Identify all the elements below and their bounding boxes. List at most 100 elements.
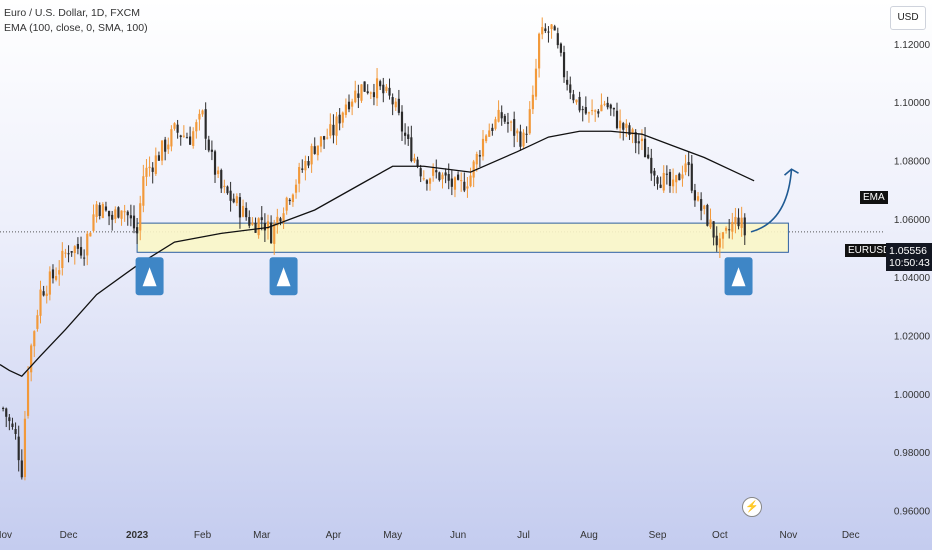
candle xyxy=(397,89,400,116)
triangle-up-icon[interactable] xyxy=(135,257,164,296)
candle xyxy=(597,108,600,118)
candle xyxy=(235,193,238,207)
candle xyxy=(494,116,497,131)
candle xyxy=(488,123,491,137)
candle xyxy=(260,206,263,231)
triangle-up-icon[interactable] xyxy=(724,257,753,296)
candle xyxy=(39,280,42,324)
candle xyxy=(453,176,457,198)
candle xyxy=(513,111,516,148)
candle xyxy=(338,108,341,131)
candle xyxy=(622,121,625,141)
candle xyxy=(432,163,435,182)
candle xyxy=(92,204,95,233)
candle xyxy=(33,330,36,358)
candle xyxy=(154,147,157,176)
candle xyxy=(382,77,385,103)
candle xyxy=(86,231,89,266)
candle xyxy=(466,176,469,198)
candle xyxy=(503,113,506,124)
candle xyxy=(587,111,591,123)
candle xyxy=(173,122,176,131)
currency-button[interactable]: USD xyxy=(890,6,926,30)
candle xyxy=(734,207,737,234)
candle xyxy=(123,204,126,222)
last-price-value: 1.05556 xyxy=(889,245,927,257)
candle xyxy=(319,136,323,153)
candle xyxy=(444,168,447,184)
candle xyxy=(631,127,634,144)
candle xyxy=(715,226,718,252)
candle xyxy=(435,159,438,179)
candle xyxy=(665,165,668,185)
candle xyxy=(460,172,463,192)
candle xyxy=(550,24,553,39)
y-tick-label: 0.98000 xyxy=(894,448,931,459)
candle xyxy=(578,91,581,113)
candle xyxy=(151,162,154,184)
candle xyxy=(14,422,17,440)
candle xyxy=(640,129,644,151)
candle xyxy=(590,99,594,116)
candle xyxy=(363,81,366,92)
candle xyxy=(111,210,114,231)
candle xyxy=(310,143,313,173)
candle xyxy=(182,125,185,138)
candle xyxy=(326,128,329,140)
triangle-up-icon[interactable] xyxy=(269,257,298,296)
candle xyxy=(142,164,145,213)
candle xyxy=(675,174,678,194)
candle xyxy=(251,217,254,226)
ema-tag: EMA xyxy=(860,191,888,204)
candle xyxy=(36,309,39,332)
candle xyxy=(485,134,488,144)
candle xyxy=(257,217,260,239)
candle xyxy=(195,119,198,139)
candle xyxy=(248,210,251,229)
x-tick-label: Feb xyxy=(194,530,212,541)
candle xyxy=(139,195,142,241)
candle xyxy=(391,93,394,116)
candle xyxy=(684,154,687,176)
candle xyxy=(347,94,351,113)
candle xyxy=(410,125,413,163)
y-tick-label: 1.00000 xyxy=(894,390,931,401)
candle xyxy=(672,168,675,194)
candle xyxy=(659,176,662,189)
candle xyxy=(23,410,27,481)
projection-arrow xyxy=(750,169,793,233)
candle xyxy=(634,129,637,154)
candle xyxy=(553,24,556,31)
y-tick-label: 1.04000 xyxy=(894,273,931,284)
candle xyxy=(743,213,746,245)
flash-icon[interactable]: ⚡ xyxy=(742,497,762,517)
candle xyxy=(79,236,83,259)
candle xyxy=(603,100,606,107)
candle xyxy=(210,140,213,161)
candle xyxy=(58,260,61,286)
candle xyxy=(441,172,444,189)
candle xyxy=(668,169,672,193)
candle xyxy=(341,111,344,128)
candle xyxy=(114,206,117,224)
candle xyxy=(279,216,282,226)
candle xyxy=(425,179,429,191)
last-price-tag: 1.05556 10:50:43 xyxy=(886,243,932,271)
candle xyxy=(217,166,220,178)
candle xyxy=(136,217,139,245)
candle xyxy=(185,132,189,139)
candle xyxy=(238,193,242,229)
candle xyxy=(690,154,693,194)
candle xyxy=(422,170,425,181)
candle xyxy=(157,151,161,161)
support-zone[interactable] xyxy=(136,222,789,253)
y-tick-label: 1.06000 xyxy=(894,215,931,226)
candle xyxy=(407,126,410,146)
candle xyxy=(556,27,559,49)
candle xyxy=(2,406,5,412)
candle xyxy=(369,91,372,100)
candle xyxy=(400,105,404,141)
x-tick-label: Dec xyxy=(60,530,78,541)
candle xyxy=(740,206,743,237)
